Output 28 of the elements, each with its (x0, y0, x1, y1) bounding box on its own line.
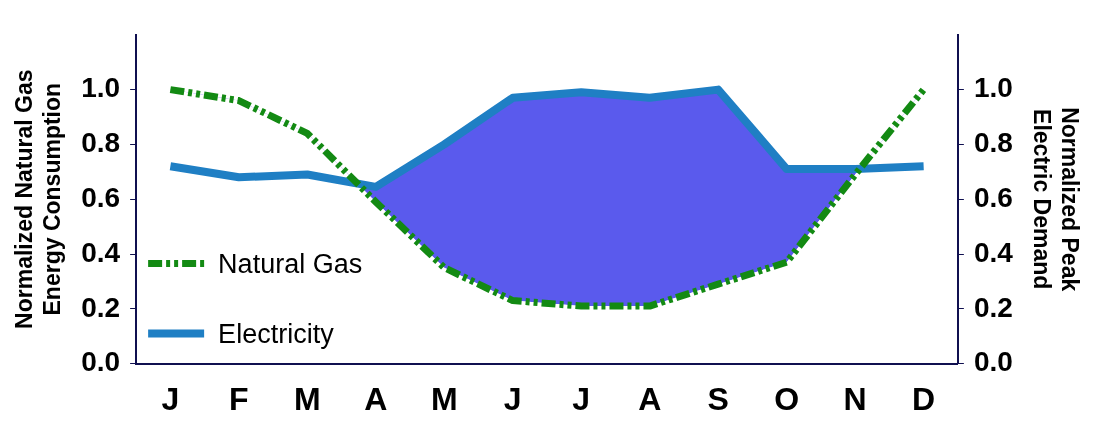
legend-label: Electricity (218, 319, 335, 350)
y2-tick-label: 0.8 (973, 127, 1013, 159)
y2-tick-label: 0.4 (973, 236, 1014, 268)
y-tick-label: 1.0 (81, 72, 121, 104)
y2-tick-label: 1.0 (973, 72, 1013, 104)
legend-label: Natural Gas (218, 249, 363, 280)
x-tick-label: J (503, 380, 522, 417)
x-tick-label: S (707, 380, 729, 417)
x-tick-label: O (774, 380, 800, 417)
y2-tick-label: 0.2 (973, 291, 1013, 323)
y-tick-label: 0.8 (81, 127, 121, 159)
x-tick-label: M (430, 380, 458, 417)
y2-axis-title: Normalized Peak Electric Demand (1029, 107, 1083, 292)
y2-tick-label: 0.0 (973, 346, 1013, 378)
x-tick-label: A (364, 380, 388, 417)
x-tick-label: J (572, 380, 591, 417)
y-tick-label: 0.2 (81, 291, 121, 323)
y-tick-label: 0.6 (81, 181, 121, 213)
x-tick-label: D (912, 380, 936, 417)
x-tick-label: F (229, 380, 249, 417)
x-tick-label: N (843, 380, 867, 417)
y-tick-label: 0.0 (81, 346, 121, 378)
x-tick-label: A (638, 380, 662, 417)
x-tick-label: J (161, 380, 180, 417)
x-tick-label: M (293, 380, 321, 417)
y-tick-label: 0.4 (81, 236, 121, 268)
y-axis-title: Normalized Natural Gas Energy Consumption (11, 69, 65, 329)
y2-tick-label: 0.6 (973, 181, 1013, 213)
